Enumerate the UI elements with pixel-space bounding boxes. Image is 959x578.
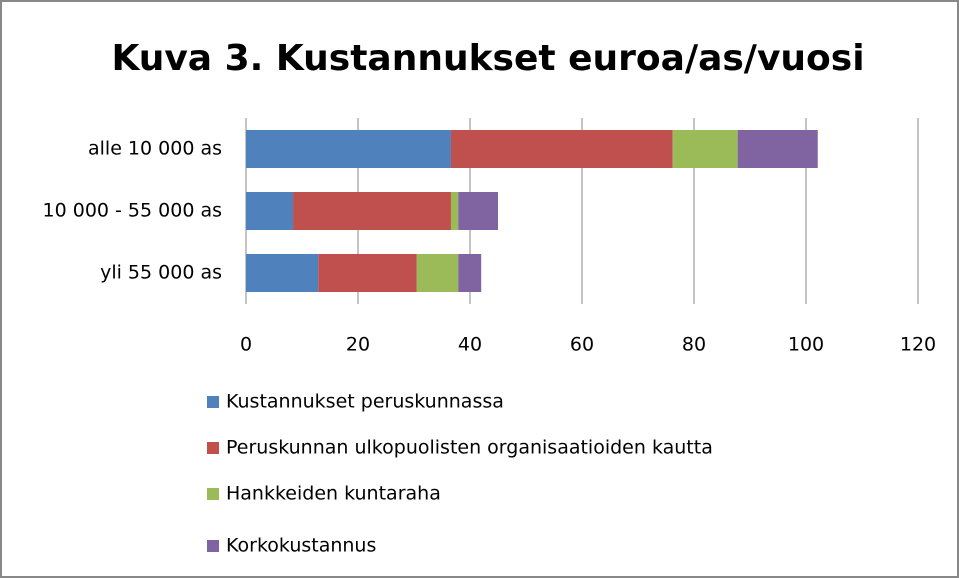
bar-segment [246, 192, 294, 230]
legend-label: Hankkeiden kuntaraha [226, 483, 441, 505]
bar-segment [246, 254, 319, 292]
y-tick-label: alle 10 000 as [88, 138, 222, 160]
bar-segment [672, 130, 738, 168]
x-tick-label: 100 [788, 334, 824, 356]
legend-label: Korkokustannus [226, 535, 376, 557]
x-tick-label: 40 [458, 334, 482, 356]
x-tick-label: 20 [346, 334, 370, 356]
bar-segment [293, 192, 451, 230]
bar-segment [450, 130, 673, 168]
y-tick-label: 10 000 - 55 000 as [43, 200, 222, 222]
legend-swatch [207, 540, 219, 552]
x-tick-label: 120 [900, 334, 936, 356]
bar-segment [737, 130, 818, 168]
legend-swatch [207, 488, 219, 500]
x-tick-label: 0 [240, 334, 252, 356]
x-tick-label: 60 [570, 334, 594, 356]
chart-title: Kuva 3. Kustannukset euroa/as/vuosi [111, 38, 864, 79]
bar-segment [416, 254, 459, 292]
bar-segment [450, 192, 459, 230]
bar-segment [246, 130, 451, 168]
legend-label: Kustannukset peruskunnassa [226, 391, 504, 413]
legend-swatch [207, 396, 219, 408]
bar-segment [318, 254, 417, 292]
legend-swatch [207, 442, 219, 454]
bar-segment [458, 192, 498, 230]
x-tick-label: 80 [682, 334, 706, 356]
legend-label: Peruskunnan ulkopuolisten organisaatioid… [226, 437, 713, 459]
bar-segment [458, 254, 482, 292]
y-tick-label: yli 55 000 as [100, 262, 222, 284]
